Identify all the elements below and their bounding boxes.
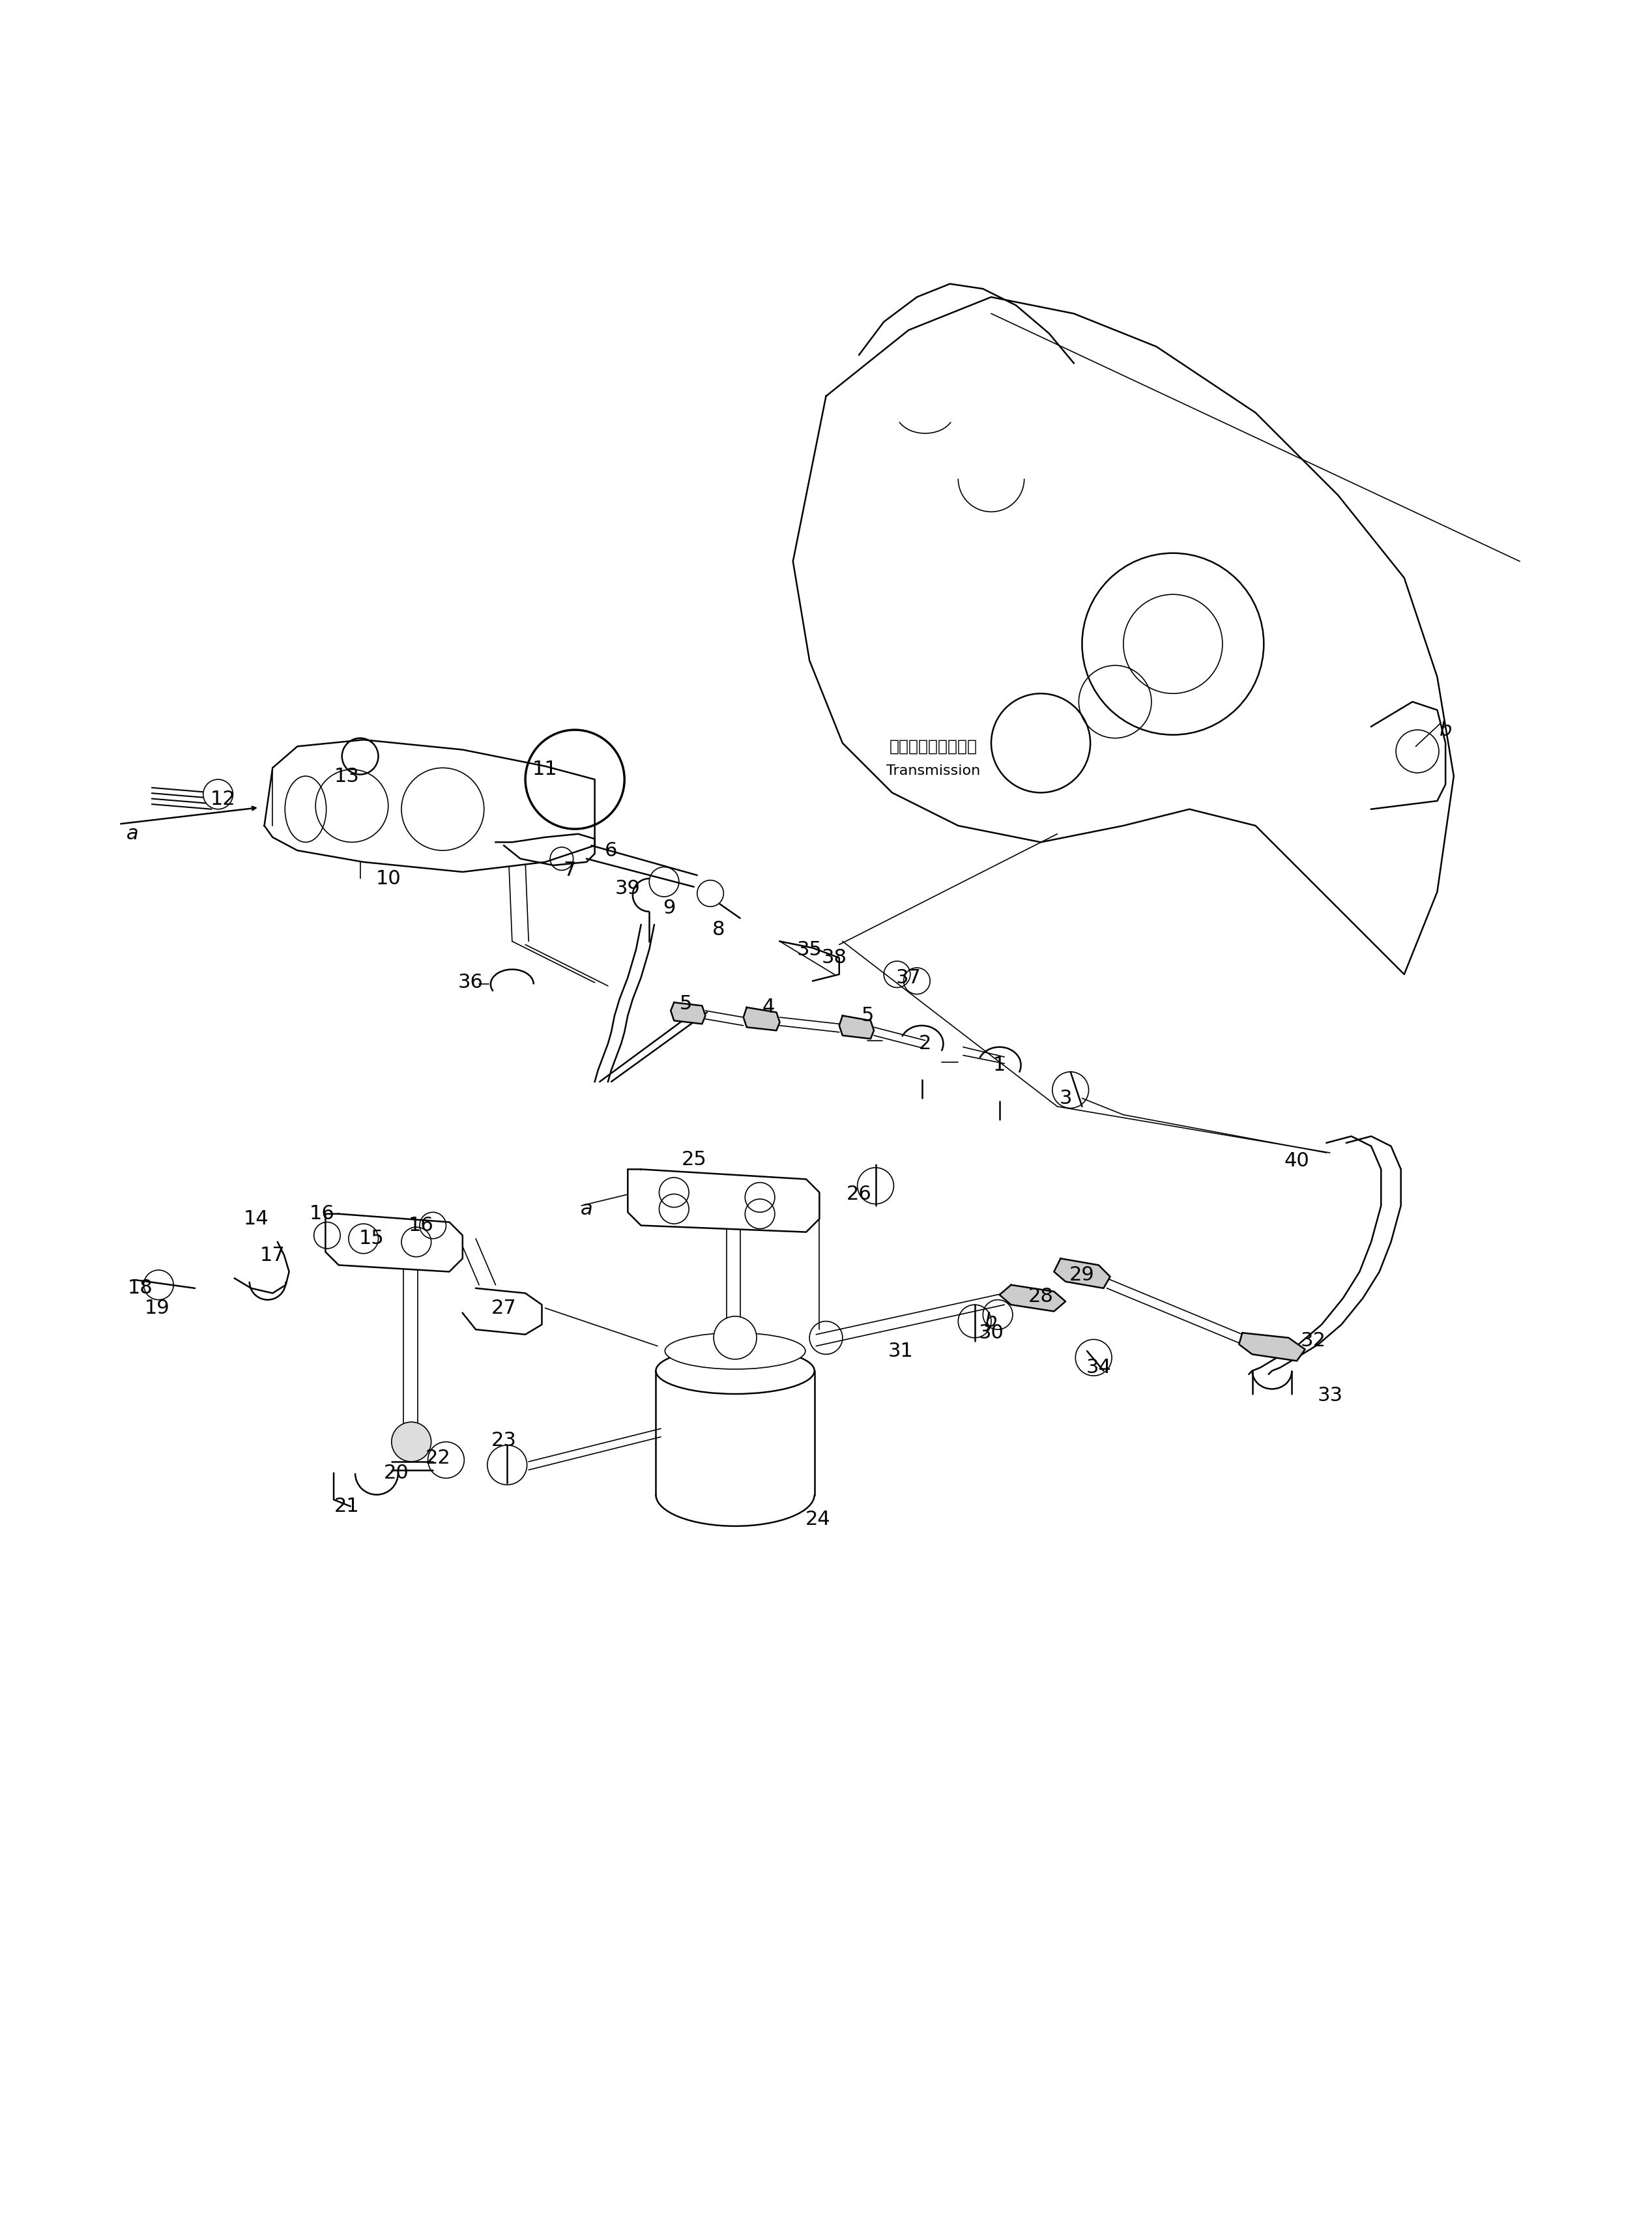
- Text: 23: 23: [491, 1432, 517, 1450]
- Text: 37: 37: [895, 969, 922, 987]
- Text: 5: 5: [679, 994, 692, 1014]
- Circle shape: [203, 779, 233, 810]
- Text: 12: 12: [210, 790, 236, 808]
- Polygon shape: [743, 1007, 780, 1031]
- Text: 22: 22: [425, 1450, 451, 1467]
- Polygon shape: [1054, 1259, 1110, 1288]
- Text: 20: 20: [383, 1463, 410, 1483]
- Polygon shape: [628, 1168, 819, 1233]
- Text: 16: 16: [309, 1204, 335, 1224]
- Text: 4: 4: [762, 998, 775, 1016]
- Polygon shape: [999, 1286, 1066, 1312]
- Circle shape: [697, 881, 724, 907]
- Text: a: a: [126, 825, 139, 843]
- Text: 31: 31: [887, 1341, 914, 1361]
- Text: 14: 14: [243, 1208, 269, 1228]
- Text: 13: 13: [334, 766, 360, 786]
- Ellipse shape: [656, 1348, 814, 1394]
- Text: 8: 8: [712, 921, 725, 938]
- Polygon shape: [325, 1215, 463, 1272]
- Polygon shape: [793, 297, 1454, 974]
- Text: 19: 19: [144, 1299, 170, 1317]
- Text: 15: 15: [358, 1228, 385, 1248]
- Text: b: b: [985, 1312, 998, 1330]
- Text: 16: 16: [408, 1215, 434, 1235]
- Text: 3: 3: [1059, 1089, 1072, 1109]
- Circle shape: [487, 1445, 527, 1485]
- Circle shape: [392, 1423, 431, 1461]
- Polygon shape: [264, 739, 595, 872]
- Circle shape: [714, 1317, 757, 1359]
- Text: 10: 10: [375, 870, 401, 887]
- Text: 29: 29: [1069, 1266, 1095, 1284]
- Text: 21: 21: [334, 1496, 360, 1516]
- Ellipse shape: [664, 1332, 806, 1370]
- Text: 38: 38: [821, 949, 847, 967]
- Text: 11: 11: [532, 759, 558, 779]
- Text: 34: 34: [1085, 1359, 1112, 1376]
- Polygon shape: [839, 1016, 874, 1038]
- Text: 36: 36: [458, 974, 484, 991]
- Text: 39: 39: [615, 879, 641, 898]
- Text: 26: 26: [846, 1184, 872, 1204]
- Text: 30: 30: [978, 1323, 1004, 1343]
- Text: 35: 35: [796, 941, 823, 958]
- Text: 9: 9: [662, 898, 676, 918]
- Text: 18: 18: [127, 1279, 154, 1297]
- Text: トランスミッション: トランスミッション: [889, 739, 978, 755]
- Text: 24: 24: [805, 1509, 831, 1529]
- Text: Transmission: Transmission: [887, 766, 980, 777]
- Text: 6: 6: [605, 841, 618, 861]
- Text: 17: 17: [259, 1246, 286, 1264]
- Polygon shape: [1371, 702, 1446, 810]
- Text: 28: 28: [1028, 1288, 1054, 1306]
- Text: 27: 27: [491, 1299, 517, 1317]
- Text: 2: 2: [919, 1033, 932, 1053]
- Text: a: a: [580, 1199, 593, 1219]
- Text: 32: 32: [1300, 1332, 1327, 1350]
- Text: 7: 7: [563, 861, 577, 881]
- Text: 25: 25: [681, 1151, 707, 1168]
- Text: 1: 1: [993, 1056, 1006, 1076]
- Text: 33: 33: [1317, 1385, 1343, 1405]
- Polygon shape: [496, 834, 595, 865]
- Text: b: b: [1439, 721, 1452, 739]
- Polygon shape: [671, 1002, 705, 1025]
- Text: 5: 5: [861, 1007, 874, 1025]
- Text: 40: 40: [1284, 1151, 1310, 1171]
- Polygon shape: [1239, 1332, 1305, 1361]
